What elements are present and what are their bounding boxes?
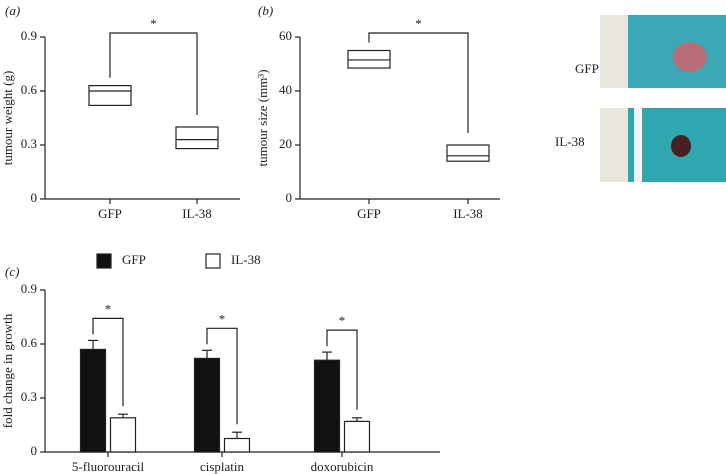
y-tick-label: 0.9 [21, 281, 37, 296]
y-tick-label: 0.9 [21, 28, 37, 43]
x-tick-label: doxorubicin [311, 459, 374, 474]
panel-label: (a) [5, 3, 20, 18]
ruler [600, 15, 628, 88]
photo-label: IL-38 [555, 134, 585, 149]
x-tick-label: GFP [357, 206, 381, 221]
significance-bracket [109, 32, 198, 115]
significance-bracket [368, 32, 469, 133]
significance-star: * [415, 16, 422, 31]
y-tick-label: 40 [279, 82, 292, 97]
y-tick-label: 0.6 [21, 82, 38, 97]
bar [79, 348, 107, 453]
x-tick-label: GFP [98, 206, 122, 221]
y-axis-label: fold change in growth [0, 313, 15, 428]
significance-star: * [105, 301, 112, 316]
box [446, 144, 490, 162]
significance-star: * [150, 16, 157, 31]
y-tick-label: 0.3 [21, 136, 37, 151]
y-tick-label: 60 [279, 28, 292, 43]
bar [223, 437, 251, 453]
legend-label: GFP [122, 252, 146, 267]
bar [343, 420, 371, 453]
significance-bracket [326, 329, 358, 410]
box [88, 84, 132, 106]
tumour [673, 42, 707, 72]
x-tick-label: IL-38 [453, 206, 483, 221]
x-tick-label: 5-fluorouracil [72, 459, 145, 474]
box [347, 49, 391, 69]
y-tick-label: 0 [286, 190, 293, 205]
legend-label: IL-38 [231, 252, 261, 267]
ruler [600, 108, 628, 182]
significance-star: * [339, 313, 346, 328]
significance-star: * [219, 311, 226, 326]
y-tick-label: 20 [279, 136, 292, 151]
box [175, 126, 219, 150]
y-axis-label: tumour weight (g) [0, 71, 15, 166]
y-tick-label: 0 [31, 443, 38, 458]
panel-label: (c) [5, 264, 19, 279]
legend-swatch [205, 253, 221, 269]
bar [313, 359, 341, 453]
x-tick-label: cisplatin [200, 459, 245, 474]
bar [193, 357, 221, 453]
photo-label: GFP [575, 61, 599, 76]
legend-swatch [96, 253, 112, 269]
x-tick-label: IL-38 [182, 206, 212, 221]
significance-bracket [206, 327, 238, 425]
y-axis-label: tumour size (mm³) [255, 69, 270, 166]
tumour [671, 135, 691, 157]
y-tick-label: 0 [31, 190, 38, 205]
panel-label: (b) [258, 3, 273, 18]
y-tick-label: 0.6 [21, 335, 38, 350]
bar [109, 417, 137, 453]
significance-bracket [92, 317, 124, 407]
ruler-edge [634, 108, 642, 182]
y-tick-label: 0.3 [21, 389, 37, 404]
